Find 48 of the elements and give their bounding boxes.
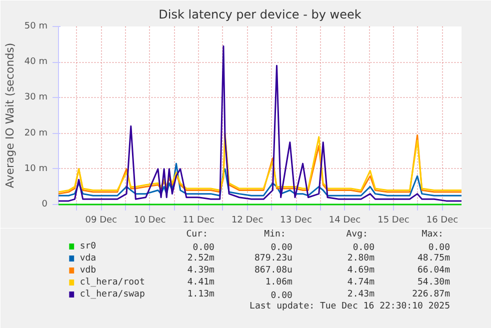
x-tick-label: 14 Dec <box>328 216 361 226</box>
text: Avg: <box>346 230 368 240</box>
line-series <box>58 162 462 196</box>
text: 48.75m <box>418 254 450 264</box>
text: 1.06m <box>265 278 292 288</box>
legend-label: sr0 <box>80 242 96 252</box>
text: 2.43m <box>347 290 374 300</box>
y-tick-label: 10 m <box>24 164 48 174</box>
text: Max: <box>422 230 444 240</box>
text: 4.74m <box>347 278 374 288</box>
x-tick-label: 12 Dec <box>231 216 264 226</box>
text: 2.80m <box>347 254 374 264</box>
text: Min: <box>264 230 286 240</box>
y-tick-label: 20 m <box>24 128 48 138</box>
x-tick-label: 09 Dec <box>85 216 118 226</box>
legend-label: vdb <box>80 266 96 276</box>
text: 4.41m <box>187 278 214 288</box>
x-tick-label: 13 Dec <box>280 216 312 226</box>
y-tick-label: 40 m <box>24 57 48 68</box>
text: 0.00 <box>270 243 292 253</box>
text: Cur: <box>186 230 208 240</box>
x-tick-label: 10 Dec <box>134 216 166 226</box>
x-tick-label: 11 Dec <box>182 216 214 226</box>
legend-label: cl_hera/swap <box>80 290 145 300</box>
x-tick-label: 15 Dec <box>378 216 410 226</box>
text: 0.00 <box>270 291 292 301</box>
text: 226.87m <box>412 290 450 300</box>
text: 66.04m <box>418 266 450 276</box>
text: 1.13m <box>187 290 214 300</box>
text: 0.00 <box>352 243 375 253</box>
text: 0.00 <box>428 243 450 253</box>
y-tick-label: 50 m <box>24 22 48 32</box>
x-tick-label: 16 Dec <box>426 216 458 226</box>
line-series <box>58 45 462 202</box>
text: 2.52m <box>187 254 214 264</box>
text: 879.23u <box>254 254 292 264</box>
text: Last update: Tue Dec 16 22:30:10 2025 <box>250 302 450 312</box>
text: 4.39m <box>187 266 214 276</box>
y-tick-label: 30 m <box>24 92 48 103</box>
legend-label: vda <box>80 254 96 264</box>
legend-label: cl_hera/root <box>80 278 145 288</box>
y-tick-label: 0 <box>42 200 48 210</box>
text: 867.08u <box>254 266 292 276</box>
chart-title: Disk latency per device - by week <box>158 8 362 22</box>
text: 4.69m <box>347 266 374 276</box>
y-axis-title: Average IO Wait (seconds) <box>3 42 16 188</box>
text: 0.00 <box>192 243 214 253</box>
text: 54.30m <box>418 278 450 288</box>
